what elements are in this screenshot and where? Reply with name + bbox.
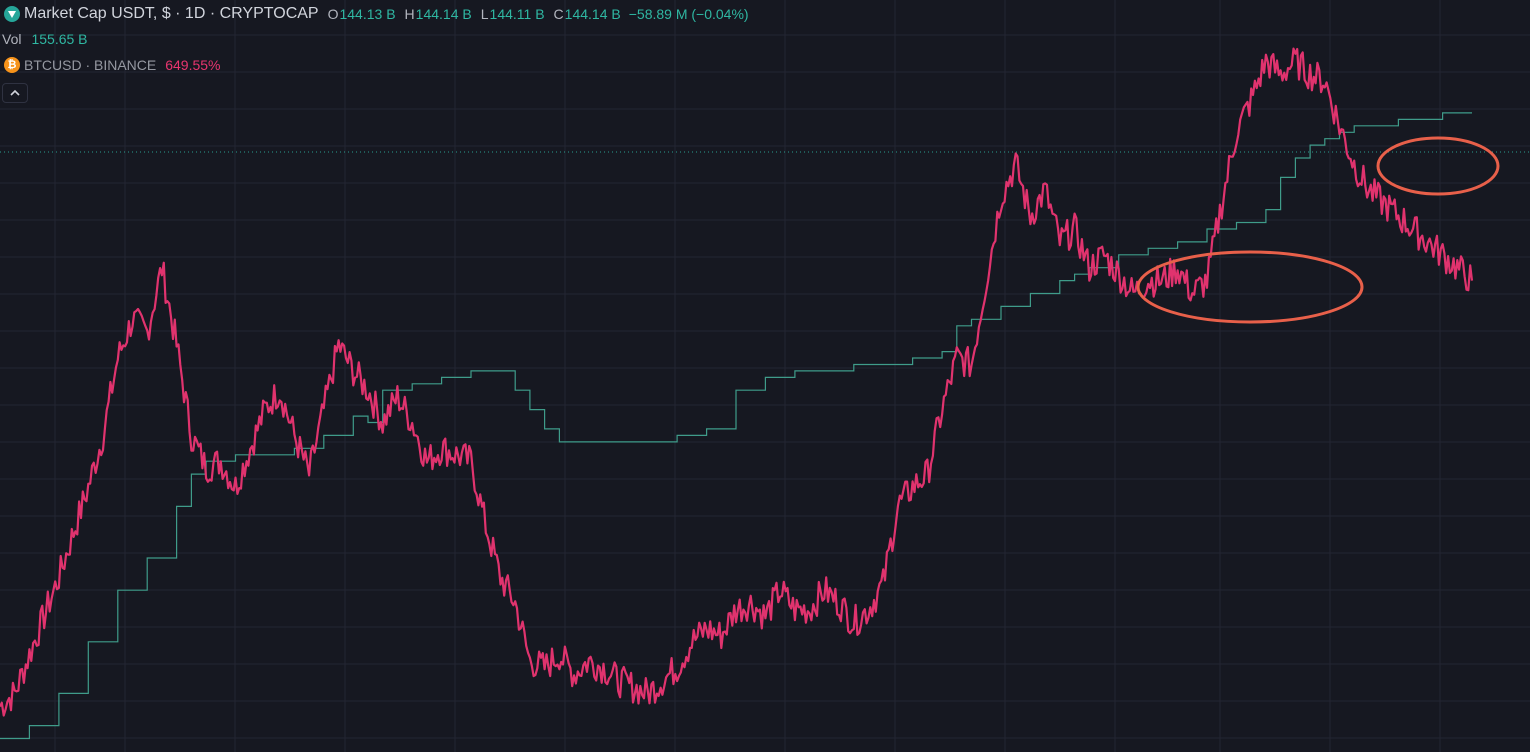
high-label: H <box>404 6 415 22</box>
open-label: O <box>327 6 339 22</box>
btcusd-series <box>0 47 1474 717</box>
usdt-market-cap-line <box>0 112 1472 740</box>
change-value: −58.89 M (−0.04%) <box>628 6 749 22</box>
btcusd-line <box>0 47 1474 717</box>
usdt-market-cap-series <box>0 112 1472 740</box>
annotation-ellipse-2[interactable] <box>1376 136 1500 196</box>
legend-collapse-button[interactable] <box>2 83 28 103</box>
open-value: 144.13 B <box>339 6 396 22</box>
annotation-ellipse-1[interactable] <box>1136 250 1364 324</box>
volume-legend[interactable]: Vol 155.65 B <box>0 28 88 50</box>
tether-logo-icon <box>4 6 20 22</box>
close-value: 144.14 B <box>564 6 621 22</box>
volume-value: 155.65 B <box>31 31 88 47</box>
close-label: C <box>553 6 564 22</box>
annotations <box>1136 136 1500 324</box>
volume-label: Vol <box>2 31 22 47</box>
high-value: 144.14 B <box>415 6 472 22</box>
low-value: 144.11 B <box>489 6 545 22</box>
chevron-up-icon <box>10 89 20 96</box>
compare-series-legend[interactable]: ₿ BTCUSD · BINANCE 649.55% <box>0 54 221 76</box>
bitcoin-logo-icon: ₿ <box>4 57 20 73</box>
low-label: L <box>480 6 489 22</box>
compare-symbol: BTCUSD · BINANCE <box>24 57 157 73</box>
compare-change: 649.55% <box>165 57 221 73</box>
main-series-legend[interactable]: Market Cap USDT, $ · 1D · CRYPTOCAP O 14… <box>0 3 749 25</box>
main-symbol-title: Market Cap USDT, $ · 1D · CRYPTOCAP <box>24 5 319 22</box>
